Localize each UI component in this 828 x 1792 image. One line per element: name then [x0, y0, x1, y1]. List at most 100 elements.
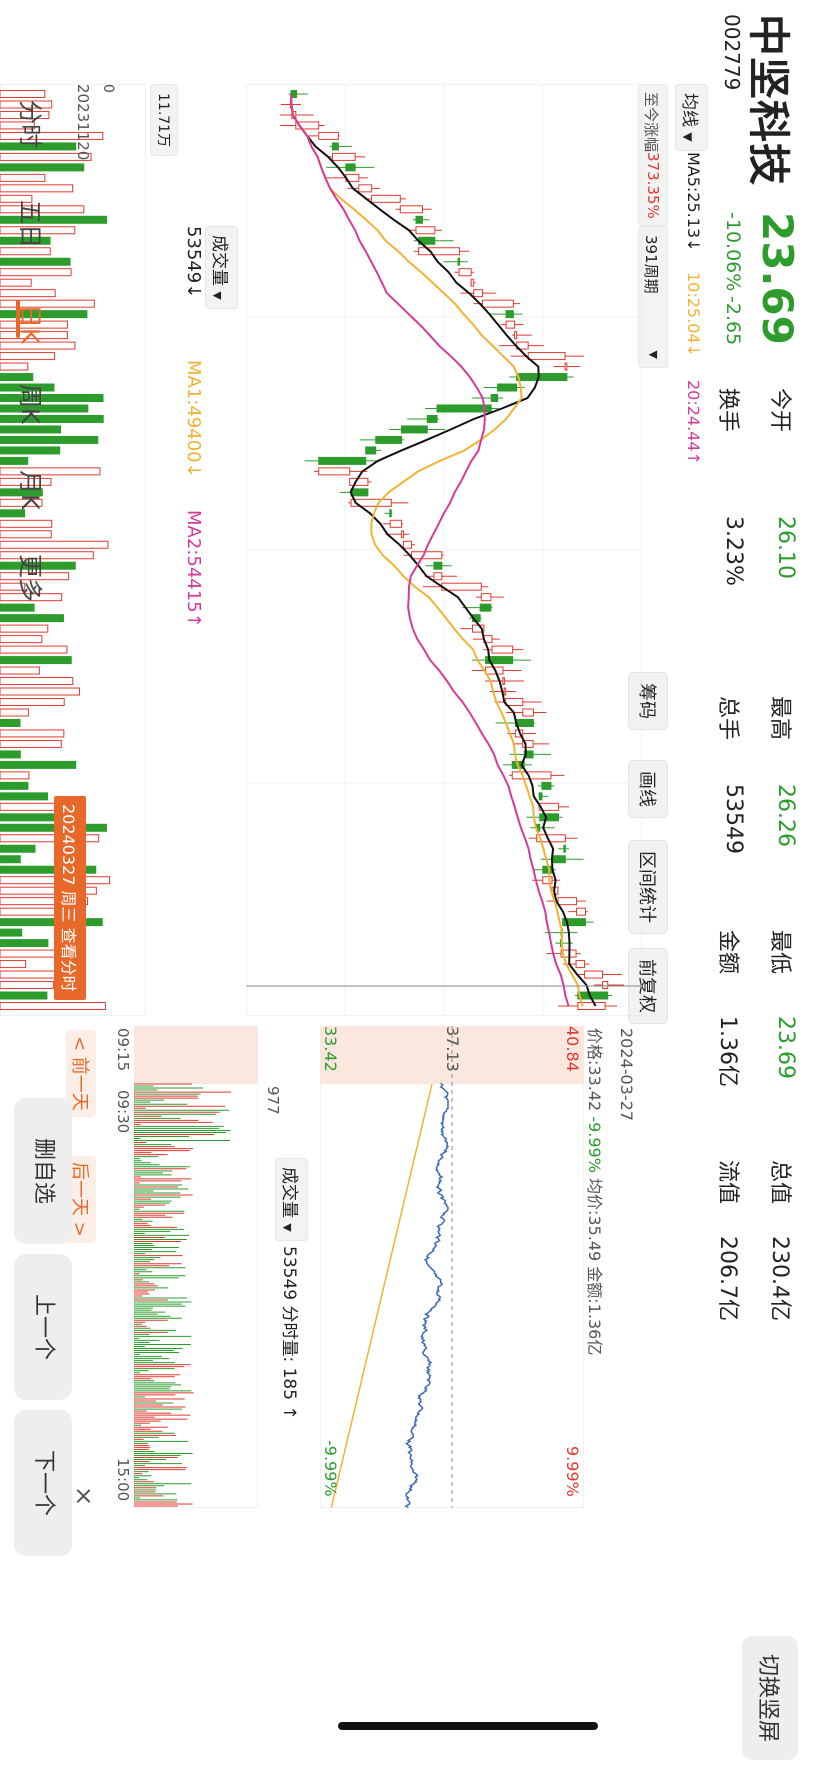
- tab-day-k[interactable]: 日K: [16, 304, 44, 344]
- volume-bar: [0, 593, 63, 602]
- auction-zone: [320, 1026, 584, 1084]
- tab-five-day[interactable]: 五日: [16, 200, 44, 248]
- volume-bar: [0, 394, 104, 402]
- volume-bar: [0, 561, 76, 570]
- intraday-pct: -9.99%: [585, 1116, 604, 1173]
- volume-bar: [0, 268, 72, 277]
- previous-stock-button[interactable]: 上一个: [14, 1254, 72, 1400]
- volume-bar: [0, 121, 35, 130]
- volume-bar: [0, 572, 70, 581]
- volume-bar: [0, 247, 51, 256]
- kline-candle: [514, 331, 518, 340]
- tab-week-k[interactable]: 周K: [16, 384, 44, 424]
- volume-bar: [0, 341, 76, 350]
- change-pct: -10.06%: [722, 212, 744, 292]
- volume-bar: [0, 278, 32, 287]
- volume-bar: [0, 373, 34, 382]
- kline-candle: [415, 215, 423, 224]
- kline-candle: [350, 488, 369, 497]
- kline-candle: [505, 310, 514, 319]
- volume-bar: [0, 404, 89, 413]
- volume-bar: [0, 488, 43, 497]
- volume-bar: [0, 781, 29, 790]
- intraday-price-top: 40.84: [563, 1026, 582, 1072]
- ma10-line: [290, 93, 584, 1007]
- kline-chart[interactable]: [246, 84, 642, 1016]
- kline-candle: [290, 90, 298, 98]
- next-stock-button[interactable]: 下一个: [14, 1410, 72, 1556]
- kline-candle: [576, 907, 587, 916]
- kline-candle: [503, 687, 507, 696]
- kline-candle: [538, 792, 543, 801]
- kline-candle: [365, 446, 377, 455]
- active-tab-indicator: [16, 300, 20, 338]
- intraday-volume-value: 53549 分时量: 185 ↑: [279, 1246, 299, 1420]
- low-value: 23.69: [773, 1016, 798, 1079]
- ma5-line: [290, 93, 597, 1007]
- volume-bar: [0, 708, 29, 717]
- volume-bar: [0, 509, 26, 518]
- kline-candle: [436, 404, 492, 413]
- kline-candle: [480, 593, 492, 602]
- volume-bar: [0, 152, 92, 161]
- kline-candle: [511, 771, 552, 780]
- kline-candle: [522, 708, 534, 717]
- tab-minute[interactable]: 分时: [16, 100, 44, 148]
- kline-candle: [557, 897, 578, 906]
- home-indicator: [338, 1722, 598, 1730]
- volume-bar: [0, 771, 30, 780]
- ma10-label: 10:25.04↓: [684, 272, 703, 357]
- tab-more[interactable]: 更多: [16, 554, 44, 602]
- remove-watchlist-button[interactable]: 删自选: [14, 1098, 72, 1244]
- chevron-down-icon: ▼: [647, 350, 660, 359]
- tab-month-k[interactable]: 月K: [16, 470, 44, 510]
- volume-bar: [0, 90, 46, 98]
- vol-zero-label: 0: [100, 84, 116, 93]
- kline-candle: [497, 383, 518, 392]
- volume-bar: [0, 687, 80, 696]
- intraday-chart[interactable]: [320, 1026, 584, 1508]
- kline-candle: [527, 352, 566, 361]
- gain-label: 至今涨幅: [642, 92, 660, 153]
- intraday-price-mid: 37.13: [443, 1026, 462, 1072]
- volume-bar: [0, 236, 51, 245]
- intraday-volume-selector[interactable]: 成交量 ▼: [275, 1158, 308, 1241]
- kline-candle: [401, 425, 428, 434]
- volume-selector[interactable]: 成交量 ▼: [205, 226, 238, 309]
- volume-bar: [0, 739, 62, 748]
- period-selector[interactable]: 391周期 ▼: [638, 226, 668, 368]
- volume-bar: [0, 446, 61, 455]
- kline-candle: [481, 299, 514, 308]
- volume-label: 总手: [715, 696, 740, 741]
- kline-candle: [539, 813, 560, 822]
- vol-ma1: MA1:49400↓: [183, 360, 204, 478]
- intraday-price: 价格:33.42: [585, 1028, 604, 1112]
- close-icon[interactable]: ×: [70, 1486, 98, 1507]
- change-amt: -2.65: [722, 296, 744, 346]
- switch-portrait-button[interactable]: 切换竖屏: [742, 1636, 798, 1761]
- volume-bar: [0, 425, 61, 434]
- kline-candle: [418, 247, 461, 256]
- volume-bar: [0, 131, 104, 140]
- auction-zone: [134, 1026, 258, 1084]
- volume-bar: [0, 939, 49, 948]
- volume-bar: [0, 435, 99, 444]
- volume-bar: [0, 110, 50, 119]
- turnover-label: 换手: [715, 388, 740, 433]
- open-value: 26.10: [773, 516, 798, 579]
- turnover-value: 3.23%: [721, 516, 746, 586]
- kline-candle: [389, 509, 392, 518]
- intraday-volume-chart[interactable]: [134, 1026, 258, 1508]
- kline-candle: [331, 152, 356, 161]
- selected-date-tag[interactable]: 20240327 周三 查看分时: [54, 796, 86, 1000]
- volume-bar: [0, 100, 53, 109]
- mcap-label: 总值: [767, 1160, 792, 1205]
- ma-selector[interactable]: 均线 ▼: [675, 84, 708, 151]
- volume-bar: [0, 194, 33, 203]
- volume-bar: [0, 729, 65, 738]
- volume-bar: [0, 184, 74, 193]
- mcap-value: 230.4亿: [767, 1236, 792, 1321]
- intraday-amount: 金额:1.36亿: [585, 1266, 604, 1356]
- amount-label: 金额: [715, 930, 740, 975]
- volume-bar: [0, 960, 27, 969]
